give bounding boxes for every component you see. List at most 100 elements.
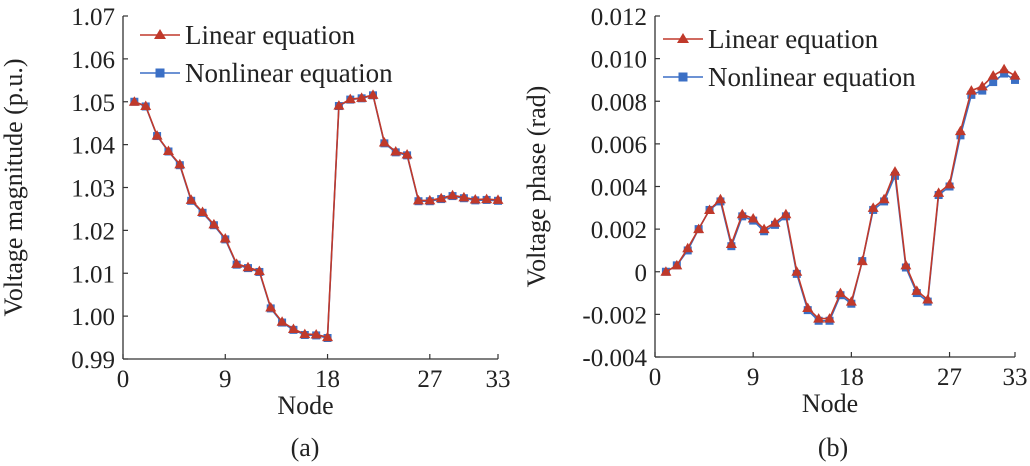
- x-tick-label: 9: [747, 364, 760, 391]
- data-point-nonlinear: [1000, 69, 1009, 78]
- data-point-linear: [911, 285, 923, 295]
- data-point-linear: [265, 302, 277, 312]
- data-point-linear: [682, 242, 694, 253]
- data-point-nonlinear: [989, 78, 998, 87]
- data-point-linear: [310, 329, 322, 339]
- y-tick-label: -0.004: [582, 345, 647, 372]
- data-point-linear: [458, 191, 470, 202]
- data-point-linear: [900, 259, 912, 270]
- data-point-linear: [128, 96, 140, 106]
- data-point-linear: [987, 70, 999, 80]
- data-point-linear: [933, 187, 945, 197]
- series-line-nonlinear: [665, 72, 1016, 322]
- data-point-linear: [401, 148, 413, 159]
- data-point-linear: [299, 328, 311, 339]
- data-point-linear: [976, 80, 988, 91]
- data-point-linear: [492, 194, 504, 204]
- data-point-linear: [424, 194, 436, 205]
- x-tick-label: 18: [315, 366, 340, 393]
- y-tick-label: 1.06: [71, 47, 115, 74]
- data-point-linear: [253, 265, 265, 276]
- y-tick-label: 1.04: [71, 133, 115, 160]
- legend-marker-triangle: [154, 29, 166, 39]
- y-tick-label: 0: [635, 260, 648, 287]
- y-tick-label: 0.002: [591, 217, 647, 244]
- legend-label: Linear equation: [185, 20, 356, 50]
- y-tick-label: 0.008: [591, 89, 647, 116]
- data-point-linear: [845, 296, 857, 306]
- legend-label: Nonlinear equation: [708, 62, 916, 92]
- data-point-linear: [954, 125, 966, 136]
- data-point-linear: [356, 92, 368, 102]
- y-tick-label: 0.012: [591, 4, 647, 31]
- data-point-nonlinear: [1011, 75, 1019, 84]
- x-axis-label: Node: [802, 389, 858, 418]
- panel-label: (a): [291, 433, 320, 462]
- y-axis-label: Voltage phase (rad): [522, 86, 551, 288]
- data-point-linear: [322, 331, 334, 342]
- data-point-linear: [231, 258, 243, 268]
- data-point-linear: [435, 192, 447, 203]
- data-point-linear: [922, 293, 934, 304]
- data-point-linear: [344, 93, 356, 104]
- data-point-linear: [824, 313, 836, 323]
- data-point-linear: [998, 63, 1010, 74]
- y-tick-label: -0.002: [582, 302, 647, 329]
- data-point-linear: [412, 194, 424, 205]
- x-axis-label: Node: [277, 391, 333, 420]
- data-point-linear: [878, 193, 890, 204]
- data-point-linear: [791, 266, 803, 276]
- x-tick-label: 18: [839, 364, 864, 391]
- chart-panel-a: 0.99 1.00 1.01 1.02 1.03 1.04 1.05 1.06 1.07 0 9 18…: [0, 4, 511, 462]
- data-point-linear: [660, 266, 672, 276]
- data-point-nonlinear: [978, 86, 987, 95]
- y-tick-label: 1.00: [71, 304, 115, 331]
- series-line-linear: [665, 68, 1016, 320]
- data-point-linear: [889, 166, 901, 176]
- data-point-linear: [780, 208, 792, 219]
- y-tick-label: 1.02: [71, 218, 115, 245]
- data-point-linear: [447, 189, 459, 200]
- data-point-linear: [481, 193, 493, 204]
- y-tick-label: 1.03: [71, 176, 115, 203]
- data-point-linear: [1009, 70, 1021, 80]
- data-point-linear: [151, 130, 163, 140]
- data-point-linear: [758, 223, 770, 234]
- x-tick-label: 27: [937, 364, 962, 391]
- data-point-linear: [208, 218, 220, 229]
- y-tick-label: 1.01: [71, 261, 115, 288]
- chart-panel-b: -0.004 -0.002 0 0.002 0.004 0.006 0.008 0.010 0.…: [522, 4, 1028, 462]
- panel-label: (b): [818, 433, 848, 462]
- series-line-linear: [134, 93, 499, 339]
- y-tick-label: 1.05: [71, 90, 115, 117]
- data-point-linear: [174, 158, 186, 169]
- data-point-linear: [725, 238, 737, 249]
- data-point-linear: [856, 255, 868, 266]
- data-point-linear: [287, 323, 299, 333]
- legend-label: Linear equation: [708, 24, 879, 54]
- data-point-linear: [714, 193, 726, 204]
- data-point-linear: [944, 178, 956, 189]
- data-point-linear: [802, 302, 814, 312]
- x-tick-label: 27: [417, 366, 442, 393]
- data-point-linear: [769, 217, 781, 227]
- data-point-linear: [378, 136, 390, 147]
- y-tick-label: 0.004: [591, 175, 648, 202]
- x-tick-label: 9: [219, 366, 232, 393]
- data-point-linear: [390, 145, 402, 156]
- y-axis-label: Voltage magnitude (p.u.): [0, 58, 28, 316]
- legend-marker-square: [678, 72, 688, 82]
- data-point-linear: [834, 287, 846, 298]
- y-tick-label: 0.99: [71, 347, 115, 374]
- x-tick-label: 33: [486, 366, 511, 393]
- data-point-linear: [140, 100, 152, 111]
- data-point-nonlinear: [956, 131, 965, 140]
- data-point-linear: [367, 89, 379, 99]
- x-tick-label: 0: [117, 366, 130, 393]
- data-point-linear: [333, 100, 345, 110]
- legend-label: Nonlinear equation: [185, 58, 393, 88]
- data-point-linear: [965, 85, 977, 95]
- data-point-linear: [197, 206, 209, 216]
- data-point-linear: [469, 194, 481, 204]
